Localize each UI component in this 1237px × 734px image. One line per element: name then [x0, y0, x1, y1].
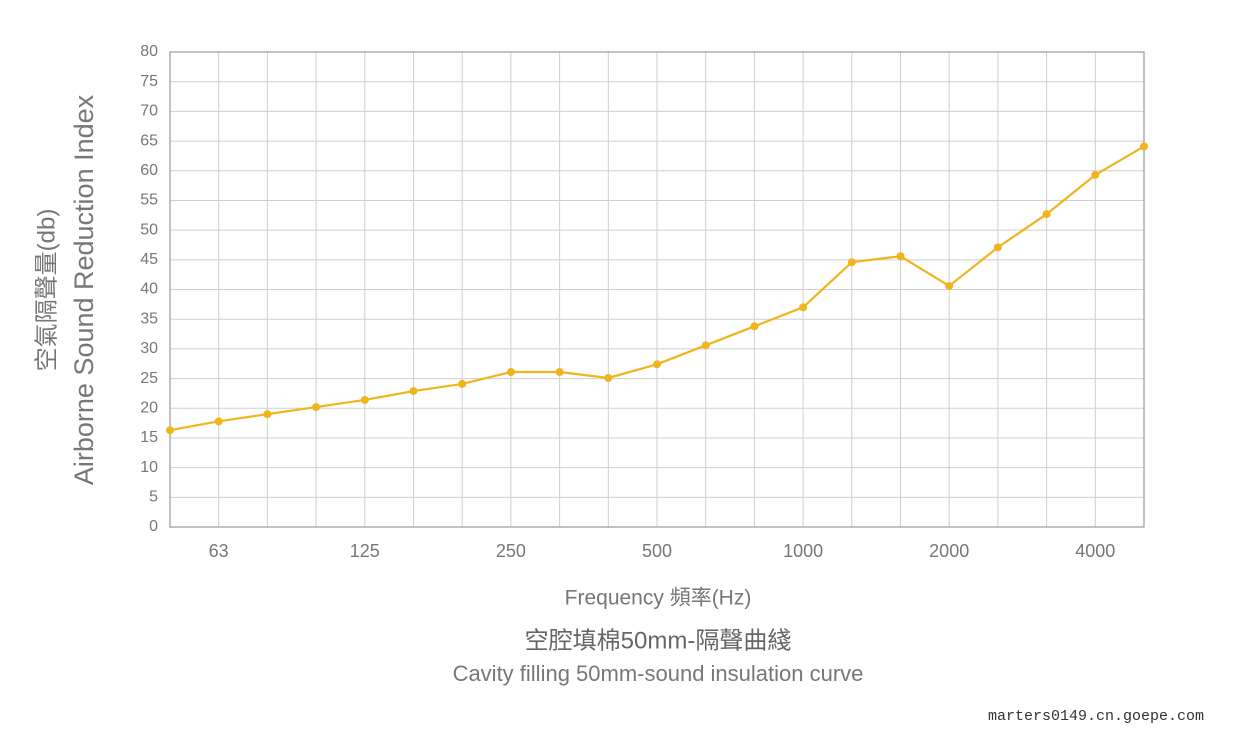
y-tick-label: 60 — [140, 162, 158, 179]
y-tick-label: 0 — [149, 518, 158, 535]
y-tick-label: 50 — [140, 221, 158, 238]
data-point — [701, 341, 710, 350]
data-point — [1042, 210, 1051, 219]
chart-subtitle: Cavity filling 50mm-sound insulation cur… — [453, 661, 864, 686]
y-tick-label: 5 — [149, 489, 158, 506]
data-point — [896, 252, 905, 261]
y-tick-label: 15 — [140, 429, 158, 446]
x-axis-label: Frequency 頻率(Hz) — [565, 587, 752, 610]
x-tick-label: 125 — [350, 541, 380, 561]
data-point — [750, 322, 759, 331]
x-tick-label: 4000 — [1075, 541, 1115, 561]
x-tick-label: 250 — [496, 541, 526, 561]
x-tick-label: 2000 — [929, 541, 969, 561]
y-tick-label: 40 — [140, 281, 158, 298]
data-point — [1140, 142, 1148, 151]
data-point — [166, 426, 174, 435]
y-tick-label: 55 — [140, 192, 158, 209]
data-point — [506, 368, 515, 377]
y-tick-label: 70 — [140, 103, 158, 120]
data-point — [409, 387, 418, 396]
data-point — [847, 258, 856, 267]
y-tick-label: 45 — [140, 251, 158, 268]
y-axis-label: 空氣隔聲量(db) — [33, 209, 60, 372]
data-point — [993, 243, 1002, 252]
y-tick-label: 35 — [140, 310, 158, 327]
y-tick-label: 75 — [140, 73, 158, 90]
y-axis-label: Airborne Sound Reduction Index — [69, 94, 99, 485]
watermark: marters0149.cn.goepe.com — [988, 708, 1204, 725]
data-point — [1091, 170, 1100, 179]
x-tick-label: 500 — [642, 541, 672, 561]
y-tick-label: 25 — [140, 370, 158, 387]
data-point — [458, 379, 467, 388]
data-point — [604, 373, 613, 382]
x-tick-label: 1000 — [783, 541, 823, 561]
chart-title: 空腔填棉50mm-隔聲曲綫 — [525, 627, 792, 654]
y-tick-label: 10 — [140, 459, 158, 476]
data-point — [360, 395, 369, 404]
data-point — [214, 417, 223, 426]
y-tick-label: 80 — [140, 43, 158, 60]
data-point — [312, 403, 321, 412]
y-tick-label: 30 — [140, 340, 158, 357]
data-point — [799, 303, 808, 312]
data-point — [263, 410, 272, 419]
data-point — [653, 360, 661, 369]
y-tick-label: 65 — [140, 132, 158, 149]
plot-frame — [169, 51, 1145, 528]
x-tick-label: 63 — [209, 541, 229, 561]
data-point — [945, 281, 954, 290]
data-point — [555, 368, 564, 377]
y-tick-label: 20 — [140, 399, 158, 416]
